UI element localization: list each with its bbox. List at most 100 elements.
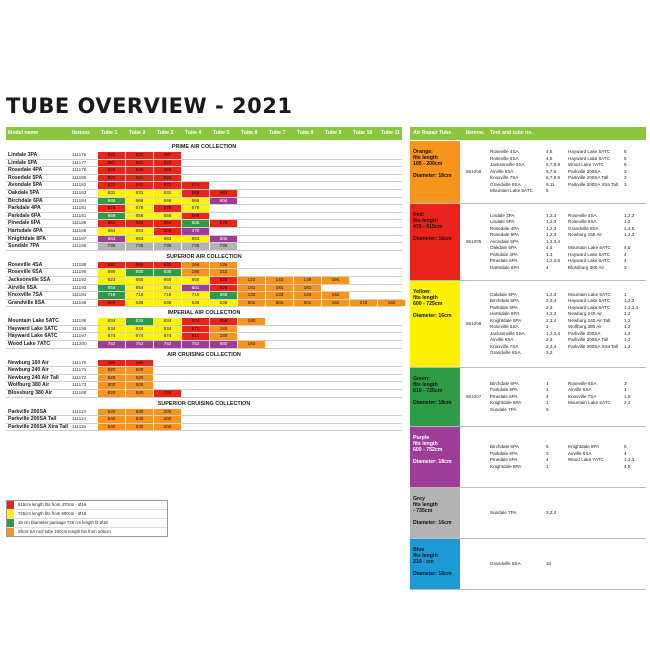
tube-numbers: 1,4,5, bbox=[624, 225, 636, 231]
item-number: 111114 bbox=[72, 416, 86, 422]
tent-name: Jacksonville 5SA bbox=[490, 162, 525, 168]
tube-length-cell: 606 bbox=[154, 227, 181, 235]
tube-length-cell: 183 bbox=[238, 341, 265, 348]
tube-length-cell: 654 bbox=[154, 284, 181, 292]
column-header: Tube 2 bbox=[129, 130, 146, 136]
tube-length-cell: 630 bbox=[126, 408, 153, 416]
tube-numbers: 5 bbox=[546, 406, 549, 412]
tent-name: Lindale 5PA bbox=[490, 219, 515, 225]
tube-numbers: 1,2 bbox=[624, 324, 631, 329]
item-number: 111189 bbox=[72, 261, 87, 267]
tent-name: Airville 6SA bbox=[490, 168, 514, 174]
tent-name: Wood Lake 7ATC bbox=[568, 457, 604, 462]
tube-length-cell: 181 bbox=[294, 284, 321, 292]
tube-length-cell: 532 bbox=[98, 152, 125, 159]
section-title: IMPERIAL AIR COLLECTION bbox=[167, 310, 241, 317]
item-number: 111172 bbox=[72, 374, 87, 380]
tube-length-cell: 581 bbox=[126, 174, 153, 182]
tent-name: Lindale 3PA bbox=[490, 212, 515, 218]
tent-name: Knightdale 6PA bbox=[490, 400, 522, 406]
tube-length-cell: 735 bbox=[210, 243, 237, 250]
model-name: Birchdale 6PA bbox=[8, 197, 43, 204]
legend-item: 725cm length fits from 600cm - Ø16 bbox=[7, 510, 167, 519]
tube-length-cell: 601 bbox=[182, 284, 209, 292]
tube-length-cell: 634 bbox=[154, 318, 181, 325]
tube-numbers: 3 bbox=[624, 175, 627, 181]
tube-length-cell: 578 bbox=[98, 205, 125, 212]
tube-length-cell: 592 bbox=[98, 261, 125, 269]
item-number: 111181 bbox=[72, 205, 87, 211]
tube-length-cell: 181 bbox=[266, 284, 293, 292]
tube-length-cell: 680 bbox=[210, 341, 237, 348]
tube-length-cell: 631 bbox=[126, 182, 153, 189]
tube-length-cell: 719 bbox=[154, 292, 181, 299]
table-row: Sundale 7PA 111188 735 735 735 735 735 bbox=[6, 243, 402, 251]
repair-group: Green: fits length 610 - 725cm Diameter:… bbox=[410, 368, 646, 427]
model-name: Rosedale 5PA bbox=[8, 174, 43, 181]
tube-length-cell: 532 bbox=[126, 152, 153, 159]
tube-length-cell: 664 bbox=[98, 220, 125, 227]
tube-length-cell: 631 bbox=[154, 182, 181, 189]
tube-length-cell: 581 bbox=[98, 159, 125, 167]
tube-length-cell: 581 bbox=[98, 174, 125, 182]
tent-name: Knoxville 7SA bbox=[490, 175, 519, 181]
tube-length-cell: 162 bbox=[378, 299, 405, 307]
repair-tube-label: Blue fits length 210 - cm Diameter: 16cm bbox=[413, 547, 452, 577]
tube-numbers: 1 bbox=[546, 463, 549, 469]
table-row: Knoxville 7SA 111194 719 719 719 719 666 133 133… bbox=[6, 292, 402, 300]
tent-name: Mountain Lake 5ATC bbox=[490, 188, 533, 194]
tube-length-cell: 574 bbox=[182, 318, 209, 325]
section-title: PRIME AIR COLLECTION bbox=[171, 144, 237, 150]
table-row: Parkville 200SA 111113 630 630 200 bbox=[6, 408, 402, 417]
table-row: Oakdale 5PA 111183 631 631 631 569 483 bbox=[6, 189, 402, 198]
legend-swatch bbox=[7, 528, 14, 536]
tent-name: Pinedale 6PA bbox=[490, 393, 518, 399]
tent-name: Blossburg 380 Air bbox=[568, 264, 605, 270]
item-number: 111176 bbox=[72, 152, 87, 157]
tube-length-cell: 524 bbox=[154, 159, 181, 167]
item-number: 111115 bbox=[72, 423, 86, 429]
tube-length-cell: 578 bbox=[182, 205, 209, 212]
tube-length-cell: 483 bbox=[210, 189, 237, 197]
legend-text: 18 cm Diameter package 725 cm length fit… bbox=[18, 520, 108, 525]
repair-table: Orange: fits length 105 - 200cm Diameter… bbox=[410, 141, 646, 590]
tube-length-cell: 631 bbox=[126, 189, 153, 197]
table-row: Lindale 5PA 111177 581 581 524 bbox=[6, 159, 402, 168]
repair-tube-label: Yellow: fits length 600 - 725cm Diameter… bbox=[413, 289, 452, 319]
tent-name: Airville 6SA bbox=[568, 387, 592, 393]
tube-length-cell: 636 bbox=[154, 299, 181, 307]
table-row: Newburg 240 Air 111171 620 620 bbox=[6, 367, 402, 375]
tube-numbers: 2,3 bbox=[546, 350, 553, 355]
table-row: Lindale 3PA 111176 532 532 487 bbox=[6, 152, 402, 160]
tent-name: Hayward Lake 5ATC bbox=[568, 149, 611, 155]
table-row: Avondale 5PA 111182 631 631 631 574 bbox=[6, 182, 402, 190]
column-header: Tube 8 bbox=[297, 130, 314, 136]
tube-numbers: 4 bbox=[624, 251, 627, 257]
tube-numbers: 5 bbox=[624, 155, 627, 161]
repair-tube-label: Grey fits length - 735cm Diameter: 16cm bbox=[413, 496, 452, 526]
tube-numbers: 1,2,3,4 bbox=[546, 238, 561, 244]
tube-length-cell: 720 bbox=[154, 390, 181, 397]
repair-color-tag: Red: fits length 470 - 615cm Diameter: 1… bbox=[410, 204, 460, 280]
tent-name: Pinedale 6PA bbox=[490, 258, 518, 264]
table-row: Birchdale 6PA 111184 666 666 666 666 604 bbox=[6, 197, 402, 206]
tube-length-cell: 719 bbox=[182, 292, 209, 299]
tube-length-cell: 638 bbox=[154, 269, 181, 276]
repair-group: Grey fits length - 735cm Diameter: 16cm S… bbox=[410, 488, 646, 539]
tube-length-cell: 663 bbox=[126, 235, 153, 243]
tube-length-cell: 200 bbox=[154, 423, 181, 431]
tent-name: Hayward Lake 6ATC bbox=[568, 258, 611, 264]
tube-length-cell: 536 bbox=[126, 167, 153, 174]
repair-color-tag: Purple fits length 600 - 752cm Diameter:… bbox=[410, 427, 460, 487]
table-row: Rosedale 5PA 111180 581 581 524 bbox=[6, 174, 402, 183]
legend: 615cm length fits from 470cm - Ø16 725cm … bbox=[6, 500, 168, 537]
repair-item-number: 651006 bbox=[466, 321, 482, 326]
repair-group: Blue fits length 210 - cm Diameter: 16cm… bbox=[410, 539, 646, 590]
tube-length-cell: 200 bbox=[154, 408, 181, 416]
tube-length-cell: 536 bbox=[210, 299, 237, 307]
table-row: Parkville 200SA Xtra Tall 111115 630 630 200 bbox=[6, 423, 402, 432]
column-header: Tube 9 bbox=[325, 130, 342, 136]
tube-length-cell: 162 bbox=[322, 299, 349, 307]
tube-length-cell: 576 bbox=[210, 220, 237, 227]
tube-numbers: 6,7,8,9 bbox=[546, 175, 561, 181]
